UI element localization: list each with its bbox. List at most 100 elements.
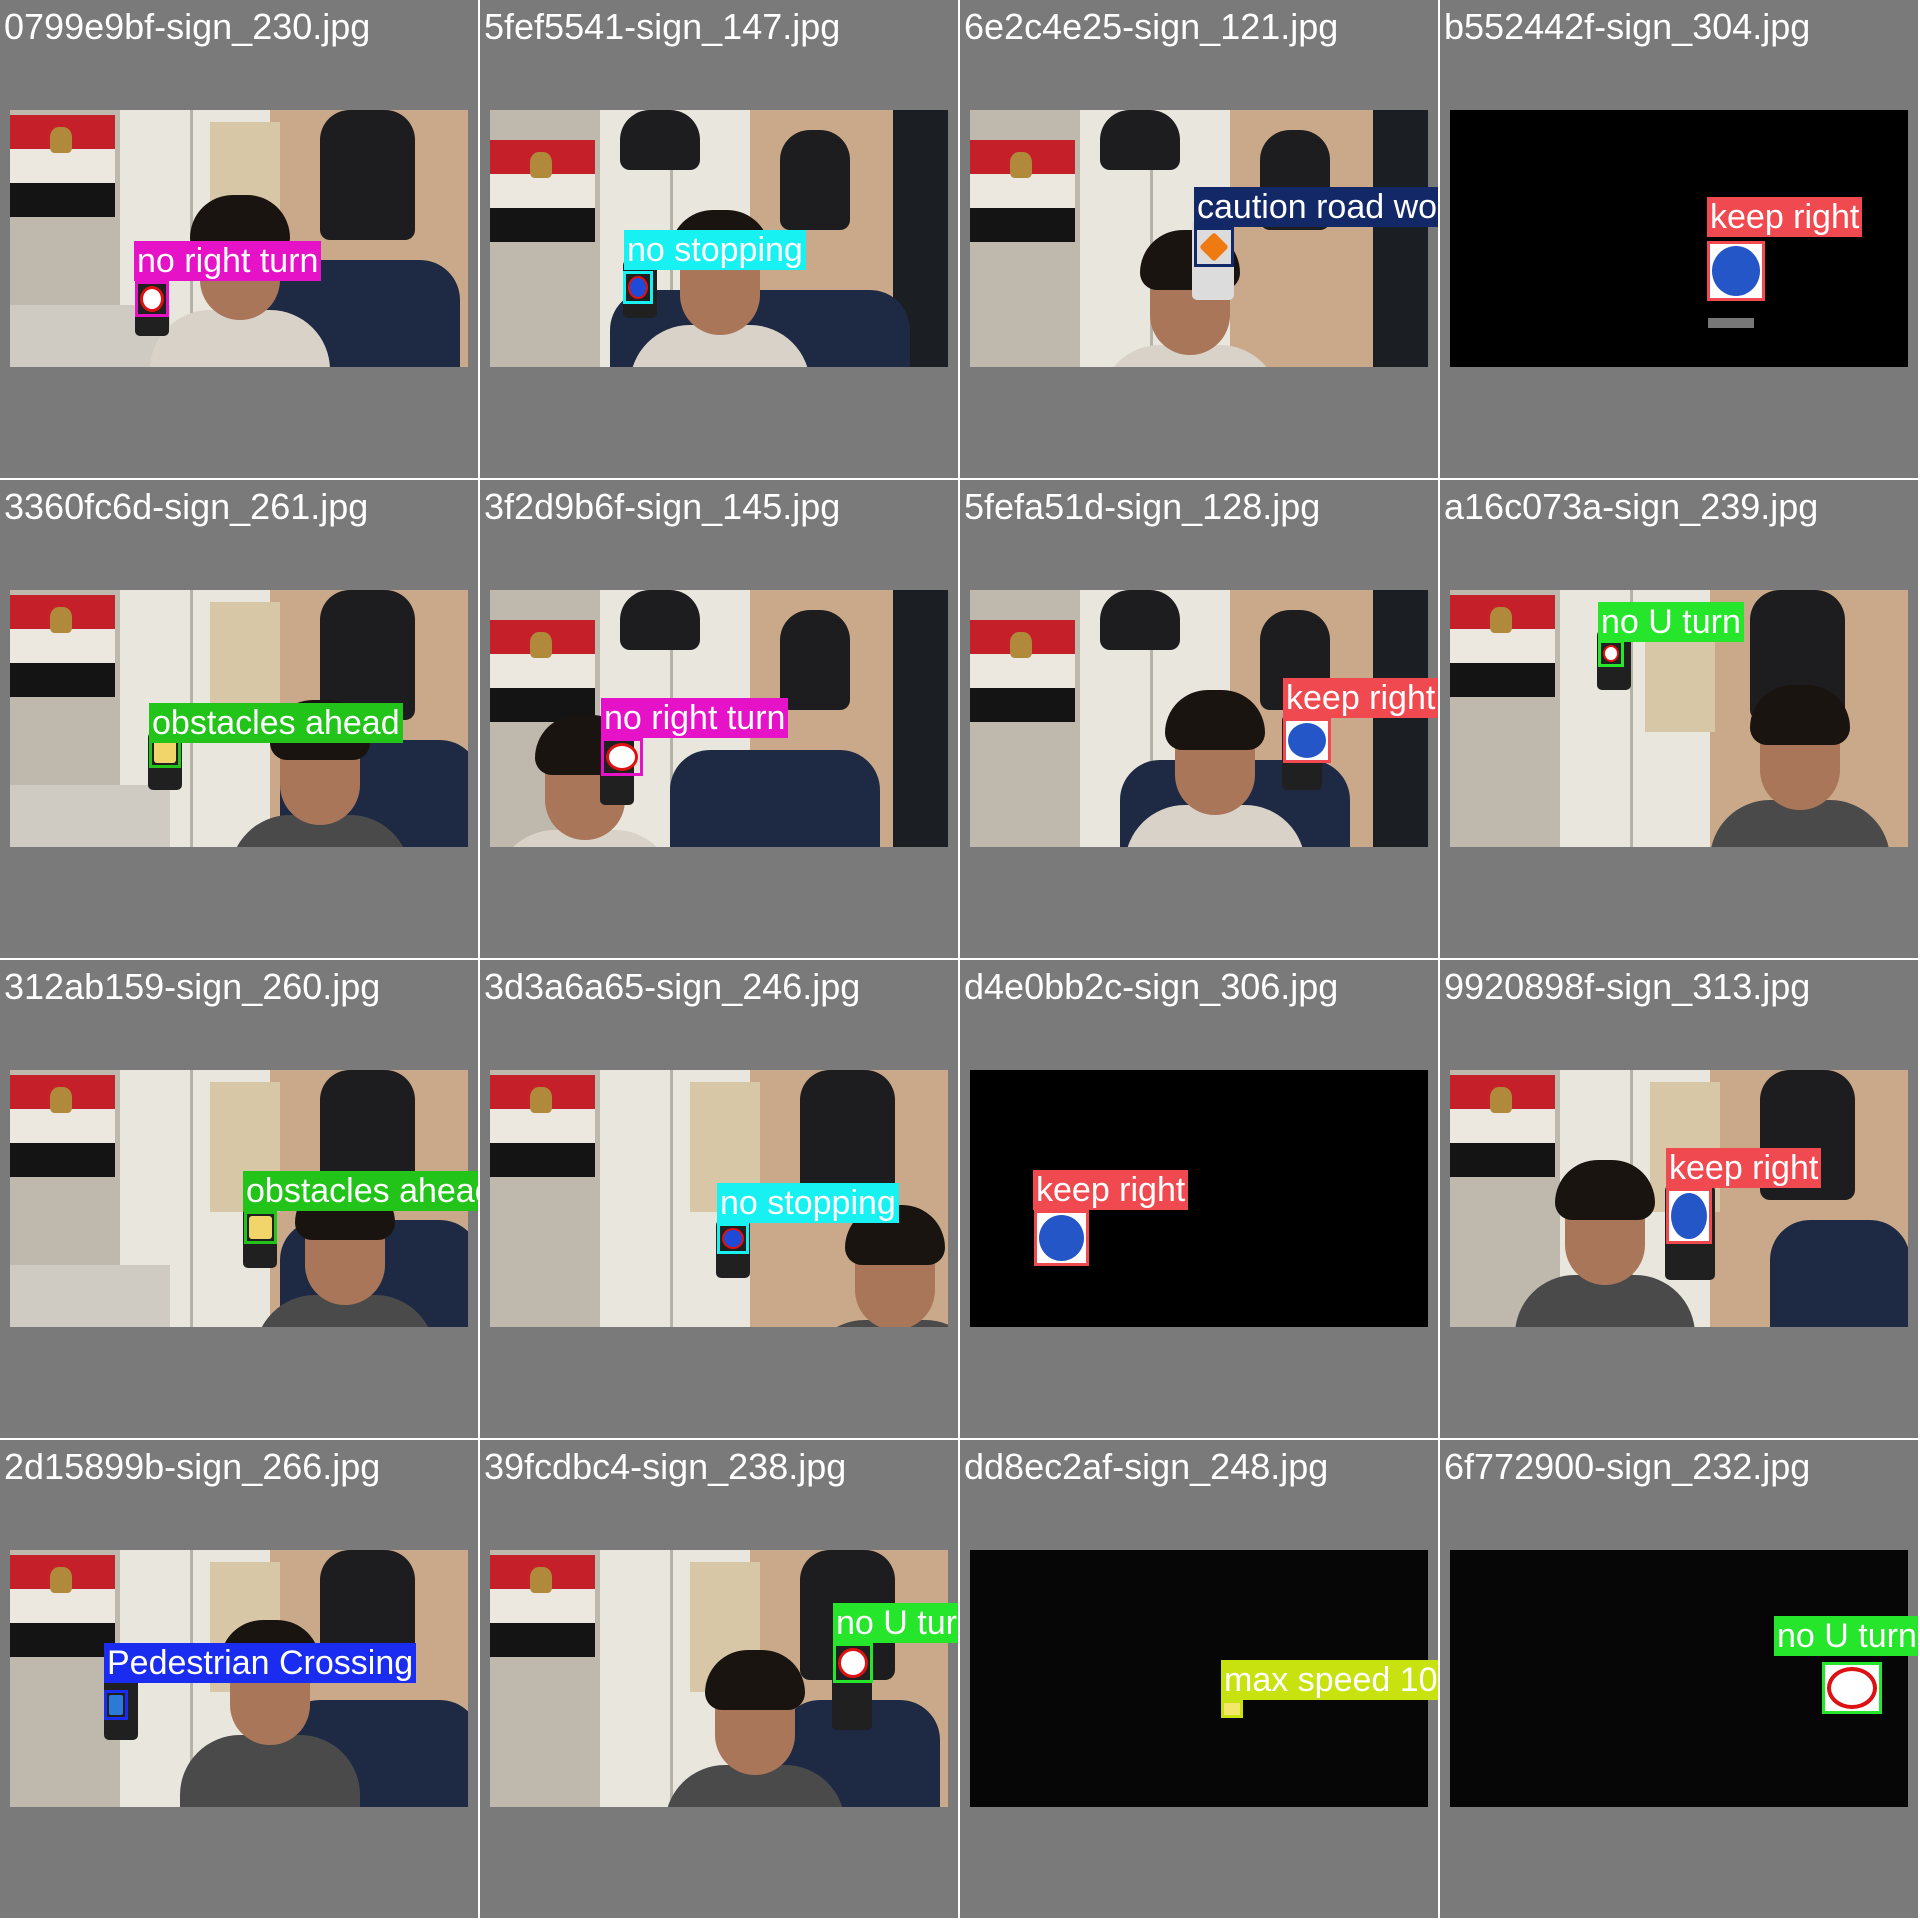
- tile-1: 5fef5541-sign_147.jpg no stopping: [480, 0, 958, 478]
- detection-box: [717, 1223, 749, 1254]
- tile-photo: no U turn: [1450, 1550, 1918, 1807]
- detection-box: [1221, 1700, 1243, 1718]
- tile-photo: keep right: [970, 590, 1438, 847]
- tile-0: 0799e9bf-sign_230.jpg no right turn: [0, 0, 478, 478]
- detection-label: no right turn: [601, 698, 789, 738]
- detection-label: obstacles ahead: [149, 703, 403, 743]
- detection-box: [1034, 1210, 1089, 1266]
- room-scene: [970, 590, 1428, 847]
- detection-label: no U turn: [1598, 602, 1744, 642]
- tile-filename: 6e2c4e25-sign_121.jpg: [964, 6, 1339, 47]
- tile-photo: keep right: [1450, 110, 1908, 367]
- detection-box: [623, 271, 653, 304]
- tile-15: 6f772900-sign_232.jpg no U turn: [1440, 1440, 1918, 1918]
- detection-box: [601, 738, 643, 776]
- tile-filename: dd8ec2af-sign_248.jpg: [964, 1446, 1329, 1487]
- tile-8: 312ab159-sign_260.jpg obstacles ahead: [0, 960, 478, 1438]
- tile-filename: 9920898f-sign_313.jpg: [1444, 966, 1811, 1007]
- tile-filename: 6f772900-sign_232.jpg: [1444, 1446, 1811, 1487]
- tile-filename: d4e0bb2c-sign_306.jpg: [964, 966, 1339, 1007]
- tile-filename: b552442f-sign_304.jpg: [1444, 6, 1811, 47]
- flag-image: [970, 140, 1075, 242]
- room-scene: [10, 590, 468, 847]
- flag-image: [490, 1555, 595, 1657]
- tile-3: b552442f-sign_304.jpg keep right: [1440, 0, 1918, 478]
- tile-filename: 312ab159-sign_260.jpg: [4, 966, 381, 1007]
- detection-box: [1707, 241, 1765, 301]
- detection-label: Pedestrian Crossing: [104, 1643, 417, 1683]
- tile-photo: caution road work: [970, 110, 1438, 367]
- tile-filename: 0799e9bf-sign_230.jpg: [4, 6, 371, 47]
- flag-image: [10, 115, 115, 217]
- tile-filename: a16c073a-sign_239.jpg: [1444, 486, 1819, 527]
- tile-filename: 3d3a6a65-sign_246.jpg: [484, 966, 861, 1007]
- tile-6: 5fefa51d-sign_128.jpg keep right: [960, 480, 1438, 958]
- flag-image: [490, 1075, 595, 1177]
- detection-label: no stopping: [717, 1183, 899, 1223]
- tile-7: a16c073a-sign_239.jpg no U turn: [1440, 480, 1918, 958]
- tile-2: 6e2c4e25-sign_121.jpg caution road work: [960, 0, 1438, 478]
- flag-image: [1450, 1075, 1555, 1177]
- tile-photo: no right turn: [10, 110, 468, 367]
- detection-box: [1283, 718, 1331, 763]
- detection-label: keep right: [1283, 678, 1438, 718]
- tile-filename: 2d15899b-sign_266.jpg: [4, 1446, 381, 1487]
- detection-label: caution road work: [1194, 187, 1438, 227]
- detection-box: [1194, 227, 1234, 267]
- flag-image: [10, 1555, 115, 1657]
- detection-label: keep right: [1707, 197, 1863, 237]
- room-scene: [490, 110, 948, 367]
- room-scene: [490, 1550, 948, 1807]
- detection-label: keep right: [1666, 1148, 1822, 1188]
- flag-image: [10, 1075, 115, 1177]
- flag-image: [10, 595, 115, 697]
- tile-filename: 3f2d9b6f-sign_145.jpg: [484, 486, 841, 527]
- tile-photo: no stopping: [490, 110, 948, 367]
- tile-filename: 3360fc6d-sign_261.jpg: [4, 486, 369, 527]
- tile-14: dd8ec2af-sign_248.jpg max speed 100km/h: [960, 1440, 1438, 1918]
- tile-11: 9920898f-sign_313.jpg keep right: [1440, 960, 1918, 1438]
- tile-photo: keep right: [1450, 1070, 1908, 1327]
- detection-label: obstacles ahead: [243, 1171, 478, 1211]
- detection-label: keep right: [1033, 1170, 1189, 1210]
- room-scene: [970, 110, 1428, 367]
- tile-filename: 5fef5541-sign_147.jpg: [484, 6, 841, 47]
- flag-image: [970, 620, 1075, 722]
- flag-image: [490, 140, 595, 242]
- tile-5: 3f2d9b6f-sign_145.jpg no right turn: [480, 480, 958, 958]
- detection-box: [135, 281, 169, 317]
- tile-9: 3d3a6a65-sign_246.jpg no stopping: [480, 960, 958, 1438]
- detection-label: no U turn: [833, 1603, 958, 1643]
- tile-10: d4e0bb2c-sign_306.jpg keep right: [960, 960, 1438, 1438]
- tile-photo: no right turn: [490, 590, 948, 847]
- detection-label: no right turn: [134, 241, 322, 281]
- detection-box: [104, 1690, 128, 1720]
- detection-box: [1598, 640, 1624, 667]
- detection-label: no stopping: [624, 230, 806, 270]
- tile-photo: obstacles ahead: [10, 1070, 478, 1327]
- tile-photo: Pedestrian Crossing: [10, 1550, 468, 1807]
- detection-box: [1822, 1662, 1882, 1714]
- detection-label: no U turn: [1774, 1616, 1918, 1656]
- tile-filename: 5fefa51d-sign_128.jpg: [964, 486, 1321, 527]
- room-scene: [490, 590, 948, 847]
- tile-12: 2d15899b-sign_266.jpg Pedestrian Crossin…: [0, 1440, 478, 1918]
- tile-13: 39fcdbc4-sign_238.jpg no U turn: [480, 1440, 958, 1918]
- detection-box: [244, 1211, 277, 1244]
- tile-photo: keep right: [970, 1070, 1428, 1327]
- tile-filename: 39fcdbc4-sign_238.jpg: [484, 1446, 847, 1487]
- detection-box: [833, 1643, 873, 1683]
- detection-box: [1666, 1188, 1712, 1244]
- flag-image: [1450, 595, 1555, 697]
- tile-4: 3360fc6d-sign_261.jpg obstacles ahead: [0, 480, 478, 958]
- tile-photo: obstacles ahead: [10, 590, 468, 847]
- dark-scene: [1450, 110, 1908, 367]
- detection-label: max speed 100km/h: [1221, 1660, 1438, 1700]
- flag-image: [490, 620, 595, 722]
- tile-photo: no stopping: [490, 1070, 948, 1327]
- room-scene: [10, 110, 468, 367]
- tile-photo: max speed 100km/h: [970, 1550, 1438, 1807]
- tile-photo: no U turn: [1450, 590, 1908, 847]
- tile-photo: no U turn: [490, 1550, 958, 1807]
